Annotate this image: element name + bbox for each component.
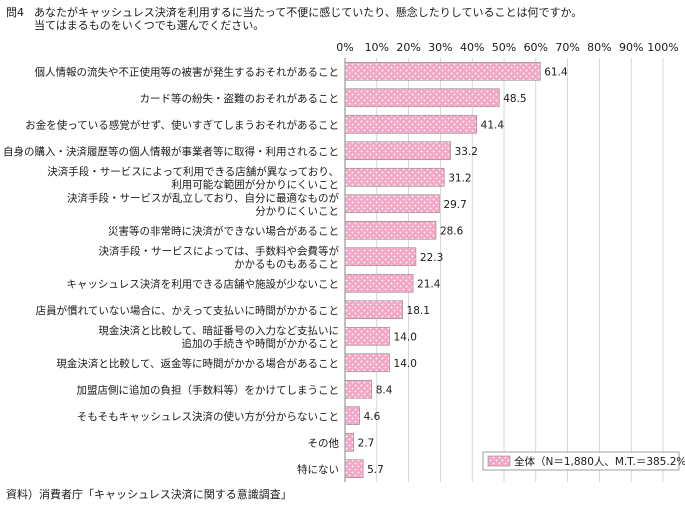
value-label: 41.4 (481, 119, 505, 131)
category-label: 追加の手続きや時間がかかること (182, 337, 340, 350)
x-axis: 0% 10% 20% 30% 40% 50% 60% 70% 80% 90% 100% (336, 41, 678, 54)
x-tick-label: 90% (619, 41, 643, 54)
bar (344, 167, 445, 187)
x-tick-label: 30% (428, 41, 452, 54)
x-tick-label: 0% (336, 41, 353, 54)
category-label: かかるものもあること (234, 258, 339, 270)
bar (344, 273, 414, 293)
x-tick-label: 60% (524, 41, 548, 54)
bar (344, 353, 390, 373)
category-label: 決済手段・サービスによっては、手数料や会費等が (99, 244, 340, 257)
bar (344, 247, 417, 267)
category-label: お金を使っている感覚がせず、使いすぎてしまうおそれがあること (25, 118, 339, 131)
value-label: 8.4 (376, 384, 393, 396)
bar (344, 432, 354, 452)
value-label: 28.6 (440, 225, 464, 237)
category-label: 店員が慣れていない場合に、かえって支払いに時間がかかること (36, 304, 339, 317)
value-label: 14.0 (394, 358, 417, 370)
value-label: 2.7 (358, 437, 375, 449)
category-labels: 個人情報の流失や不正使用等の被害が発生するおそれがあることカード等の紛失・盗難の… (3, 65, 339, 476)
bar (344, 141, 451, 161)
bar (344, 379, 373, 399)
bar (344, 88, 500, 108)
category-label: キャッシュレス決済を利用できる店舗や施設が少ないこと (66, 277, 339, 290)
value-label: 31.2 (448, 172, 471, 184)
category-label: 現金決済と比較して、暗証番号の入力など支払いに (98, 324, 339, 337)
legend-label: 全体（N＝1,880人、M.T.＝385.2%） (514, 455, 685, 468)
x-tick-label: 70% (555, 41, 579, 54)
category-label: 自身の購入・決済履歴等の個人情報が事業者等に取得・利用されること (3, 145, 339, 158)
bar (344, 114, 477, 134)
x-tick-label: 10% (365, 41, 389, 54)
value-label: 14.0 (394, 331, 417, 343)
value-label: 61.4 (544, 66, 568, 78)
question-number: 問4 (6, 6, 24, 19)
category-label: 分かりにくいこと (255, 205, 339, 217)
category-label: 加盟店側に追加の負担（手数料等）をかけてしまうこと (77, 383, 340, 396)
x-tick-label: 40% (460, 41, 484, 54)
bar (344, 61, 541, 81)
value-label: 21.4 (417, 278, 441, 290)
question-text: あなたがキャッシュレス決済を利用するに当たって不便に感じていたり、懸念したりして… (34, 6, 582, 32)
category-label: 決済手段・サービスが乱立しており、自分に最適なものが (67, 191, 339, 204)
x-tick-label: 20% (396, 41, 420, 54)
question-line-1: あなたがキャッシュレス決済を利用するに当たって不便に感じていたり、懸念したりして… (34, 6, 583, 19)
bar (344, 194, 440, 214)
value-label: 48.5 (503, 93, 526, 105)
value-label: 5.7 (367, 464, 384, 476)
value-label: 29.7 (443, 199, 466, 211)
legend-box (482, 451, 680, 471)
category-label: 災害等の非常時に決済ができない場合があること (108, 224, 339, 237)
question-line-2: 当てはまるものをいくつでも選んでください。 (34, 19, 265, 32)
value-label: 33.2 (455, 146, 478, 158)
value-label: 18.1 (407, 305, 430, 317)
bar (344, 406, 360, 426)
source-note: 資料）消費者庁「キャッシュレス決済に関する意識調査」 (6, 488, 292, 501)
bar (344, 220, 437, 240)
legend-swatch (487, 455, 511, 467)
x-tick-label: 100% (647, 41, 678, 54)
legend: 全体（N＝1,880人、M.T.＝385.2%） (482, 451, 685, 471)
bar (344, 300, 403, 320)
category-label: そもそもキャッシュレス決済の使い方が分からないこと (77, 410, 339, 423)
category-label: 個人情報の流失や不正使用等の被害が発生するおそれがあること (35, 65, 340, 78)
bar (344, 459, 364, 479)
category-label: 決済手段・サービスによって利用できる店舗が異なっており、 (47, 165, 339, 178)
bar (344, 326, 390, 346)
value-label: 22.3 (420, 252, 443, 264)
x-tick-label: 80% (587, 41, 611, 54)
x-tick-label: 50% (492, 41, 516, 54)
category-label: 利用可能な範囲が分かりにくいこと (171, 178, 339, 191)
category-label: 特にない (297, 464, 339, 476)
bars: 61.4 48.5 41.4 33.2 31.2 29.7 28.6 22.3 21.4 18.1… (344, 61, 568, 479)
category-label: 現金決済と比較して、返金等に時間がかかる場合があること (56, 357, 339, 370)
category-label: その他 (308, 436, 340, 449)
value-label: 4.6 (364, 411, 381, 423)
category-label: カード等の紛失・盗難のおそれがあること (140, 92, 340, 105)
